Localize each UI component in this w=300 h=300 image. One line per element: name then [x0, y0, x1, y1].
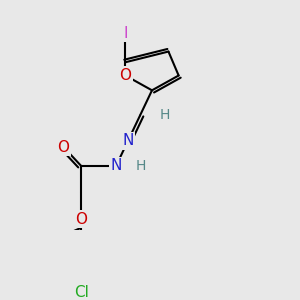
Text: H: H — [135, 159, 146, 173]
Text: O: O — [58, 140, 70, 154]
Text: N: N — [110, 158, 122, 173]
Text: O: O — [75, 212, 87, 227]
Text: N: N — [122, 133, 134, 148]
Text: H: H — [159, 109, 170, 122]
Text: I: I — [123, 26, 127, 41]
Text: O: O — [119, 68, 131, 83]
Text: Cl: Cl — [74, 285, 88, 300]
